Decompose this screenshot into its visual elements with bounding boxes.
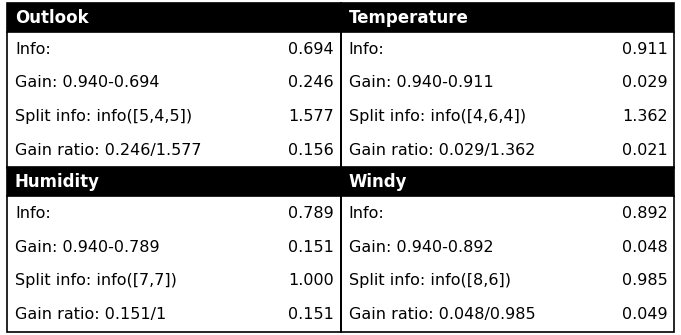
Text: Outlook: Outlook — [15, 9, 89, 27]
Text: 0.892: 0.892 — [622, 206, 667, 221]
Bar — [340, 298, 674, 332]
Text: 0.049: 0.049 — [622, 307, 667, 322]
Bar — [7, 134, 340, 168]
Bar — [7, 264, 340, 298]
Text: 0.985: 0.985 — [622, 273, 667, 288]
Bar — [7, 230, 340, 264]
Bar — [7, 168, 340, 196]
Text: Gain ratio: 0.029/1.362: Gain ratio: 0.029/1.362 — [349, 143, 535, 158]
Bar — [340, 168, 674, 196]
Bar — [7, 66, 340, 100]
Bar — [7, 298, 340, 332]
Text: 0.694: 0.694 — [288, 42, 334, 57]
Text: Gain ratio: 0.246/1.577: Gain ratio: 0.246/1.577 — [15, 143, 202, 158]
Text: Gain: 0.940-0.911: Gain: 0.940-0.911 — [349, 75, 494, 90]
Text: Gain: 0.940-0.789: Gain: 0.940-0.789 — [15, 240, 159, 255]
Bar — [7, 3, 340, 168]
Text: 0.048: 0.048 — [622, 240, 667, 255]
Text: Info:: Info: — [15, 206, 50, 221]
Text: Info:: Info: — [349, 42, 384, 57]
Text: Split info: info([7,7]): Split info: info([7,7]) — [15, 273, 177, 288]
Bar — [7, 32, 340, 66]
Bar — [340, 66, 674, 100]
Text: Humidity: Humidity — [15, 173, 100, 191]
Text: 1.362: 1.362 — [622, 109, 667, 124]
Text: 0.911: 0.911 — [622, 42, 667, 57]
Bar — [340, 100, 674, 134]
Bar — [340, 134, 674, 168]
Bar — [7, 196, 340, 230]
Bar — [7, 100, 340, 134]
Bar — [7, 3, 340, 32]
Text: 0.021: 0.021 — [622, 143, 667, 158]
Bar — [340, 196, 674, 230]
Bar — [340, 168, 674, 332]
Text: 0.151: 0.151 — [288, 240, 334, 255]
Text: 0.789: 0.789 — [288, 206, 334, 221]
Text: Info:: Info: — [349, 206, 384, 221]
Text: 1.577: 1.577 — [288, 109, 334, 124]
Text: Gain: 0.940-0.694: Gain: 0.940-0.694 — [15, 75, 159, 90]
Bar — [340, 3, 674, 168]
Text: 0.246: 0.246 — [288, 75, 334, 90]
Bar — [340, 230, 674, 264]
Text: 0.151: 0.151 — [288, 307, 334, 322]
Bar — [340, 264, 674, 298]
Text: 1.000: 1.000 — [288, 273, 334, 288]
Text: Gain ratio: 0.048/0.985: Gain ratio: 0.048/0.985 — [349, 307, 535, 322]
Text: 0.029: 0.029 — [622, 75, 667, 90]
Text: Windy: Windy — [349, 173, 407, 191]
Text: Info:: Info: — [15, 42, 50, 57]
Text: Split info: info([4,6,4]): Split info: info([4,6,4]) — [349, 109, 526, 124]
Text: Split info: info([8,6]): Split info: info([8,6]) — [349, 273, 511, 288]
Text: Temperature: Temperature — [349, 9, 469, 27]
Text: Gain: 0.940-0.892: Gain: 0.940-0.892 — [349, 240, 493, 255]
Text: 0.156: 0.156 — [288, 143, 334, 158]
Bar — [340, 32, 674, 66]
Text: Split info: info([5,4,5]): Split info: info([5,4,5]) — [15, 109, 192, 124]
Text: Gain ratio: 0.151/1: Gain ratio: 0.151/1 — [15, 307, 166, 322]
Bar — [7, 168, 340, 332]
Bar — [340, 3, 674, 32]
